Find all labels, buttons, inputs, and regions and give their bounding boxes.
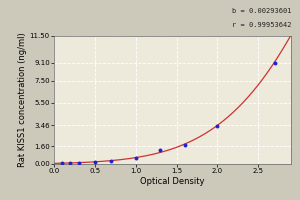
Text: r = 0.99953642: r = 0.99953642 <box>232 22 291 28</box>
Y-axis label: Rat KISS1 concentration (ng/ml): Rat KISS1 concentration (ng/ml) <box>18 33 27 167</box>
Point <box>68 161 73 164</box>
Point <box>109 159 114 162</box>
Point <box>92 160 97 164</box>
Point <box>60 162 64 165</box>
Point <box>182 143 187 146</box>
Point <box>76 161 81 164</box>
Point <box>272 61 277 64</box>
Text: b = 0.00293601: b = 0.00293601 <box>232 8 291 14</box>
Point <box>215 125 220 128</box>
Point <box>158 148 163 152</box>
Point <box>133 156 138 159</box>
X-axis label: Optical Density: Optical Density <box>140 177 205 186</box>
